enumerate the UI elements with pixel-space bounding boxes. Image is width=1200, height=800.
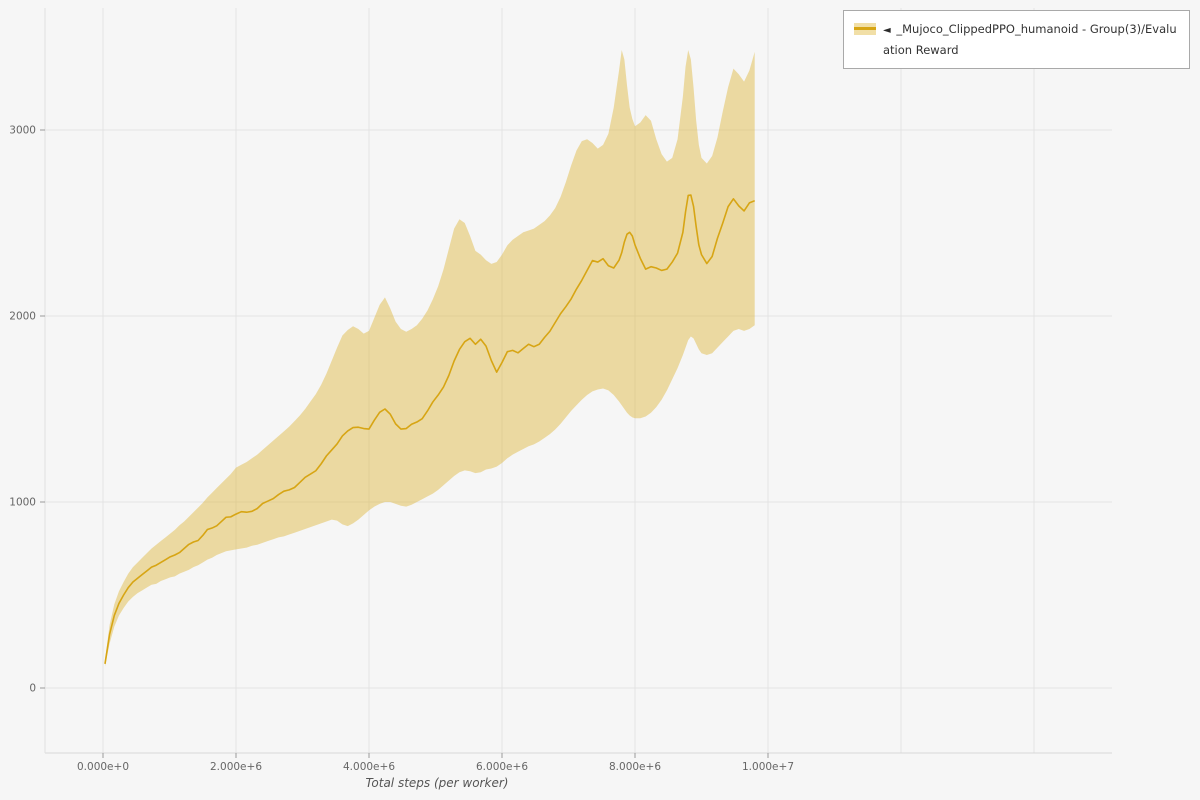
legend-label-text: _Mujoco_ClippedPPO_humanoid - Group(3)/E… xyxy=(883,22,1177,57)
line-swatch xyxy=(854,27,876,30)
x-tick-label: 8.000e+6 xyxy=(609,761,661,773)
series-swatch-icon xyxy=(854,23,876,35)
y-tick-label: 1000 xyxy=(9,497,36,509)
x-axis-title: Total steps (per worker) xyxy=(365,776,509,790)
mean-line xyxy=(104,194,756,664)
x-tick-label: 2.000e+6 xyxy=(210,761,262,773)
legend-item-evaluation-reward[interactable]: ◄ _Mujoco_ClippedPPO_humanoid - Group(3)… xyxy=(854,19,1179,60)
y-tick-label: 2000 xyxy=(9,311,36,323)
x-tick-label: 0.000e+0 xyxy=(77,761,129,773)
x-tick-label: 6.000e+6 xyxy=(476,761,528,773)
legend: ◄ _Mujoco_ClippedPPO_humanoid - Group(3)… xyxy=(843,10,1190,69)
y-tick-label: 3000 xyxy=(9,125,36,137)
y-axis: 0 1000 2000 3000 xyxy=(9,125,45,695)
confidence-band xyxy=(104,50,755,667)
x-tick-label: 1.000e+7 xyxy=(742,761,794,773)
grid-layer xyxy=(45,8,1112,753)
collapse-arrow-icon: ◄ xyxy=(883,25,891,36)
x-tick-label: 4.000e+6 xyxy=(343,761,395,773)
y-tick-label: 0 xyxy=(29,683,36,695)
x-axis: 0.000e+0 2.000e+6 4.000e+6 6.000e+6 8.000e+6… xyxy=(77,753,794,773)
legend-label: ◄ _Mujoco_ClippedPPO_humanoid - Group(3)… xyxy=(883,19,1179,60)
